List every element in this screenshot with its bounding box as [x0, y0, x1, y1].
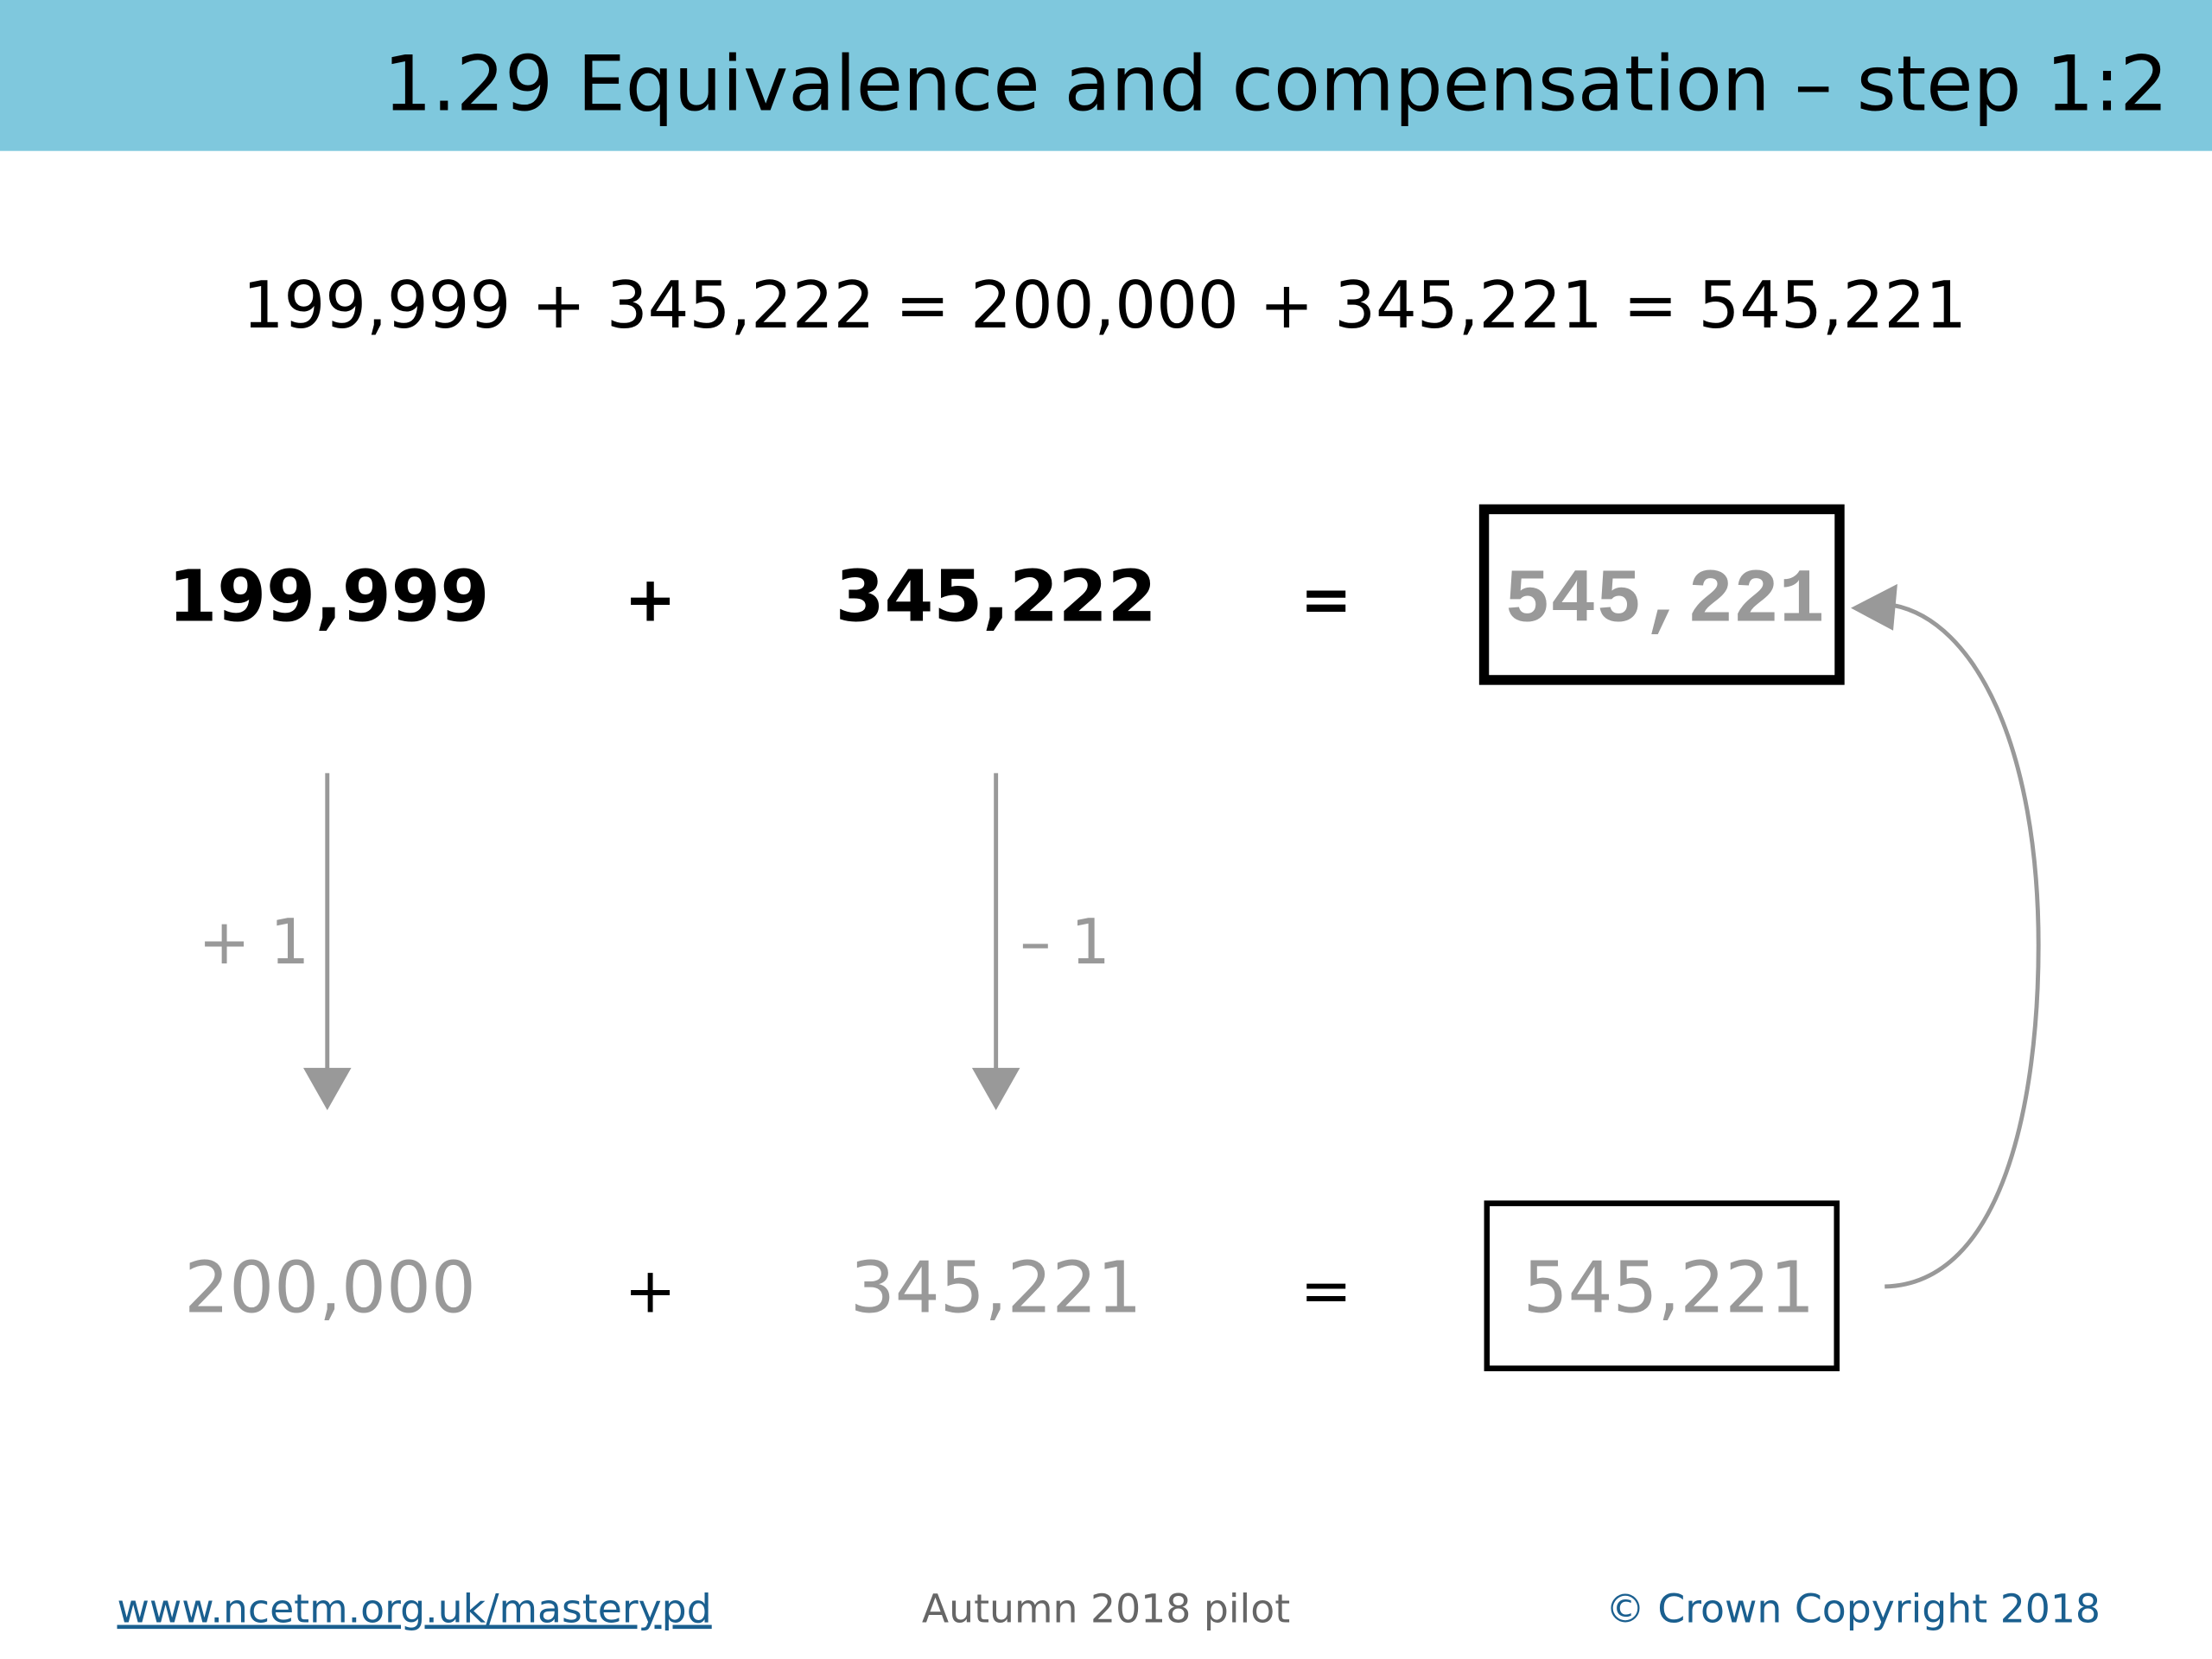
- operator: +: [625, 1254, 677, 1326]
- equation: 199,999 + 345,222 = 200,000 + 345,221 = …: [243, 267, 1967, 343]
- footer-center: Autumn 2018 pilot: [922, 1586, 1290, 1632]
- operator: +: [625, 563, 677, 635]
- equals: =: [1300, 1254, 1352, 1326]
- arrow-head: [1851, 583, 1897, 631]
- addend: 200,000: [184, 1247, 476, 1329]
- addend: 199,999: [168, 556, 490, 638]
- answer: 545,221: [1523, 1247, 1815, 1329]
- footer-link[interactable]: www.ncetm.org.uk/masterypd: [118, 1586, 712, 1632]
- answer-box: [1484, 1200, 1840, 1371]
- addend: 345,221: [850, 1247, 1142, 1329]
- curved-arrow: [1885, 603, 2041, 1289]
- arrow-head: [971, 1067, 1020, 1110]
- title: 1.29 Equivalence and compensation – step…: [384, 39, 2169, 128]
- arrow-head: [303, 1067, 352, 1110]
- footer-copyright: © Crown Copyright 2018: [1605, 1586, 2101, 1632]
- header-bar: [0, 0, 2212, 151]
- arrow-label: + 1: [199, 906, 310, 978]
- answer-box: [1478, 504, 1845, 685]
- equals: =: [1300, 563, 1352, 635]
- answer: 545,221: [1504, 558, 1824, 644]
- arrow-label: – 1: [1020, 906, 1109, 978]
- addend: 345,222: [836, 556, 1157, 638]
